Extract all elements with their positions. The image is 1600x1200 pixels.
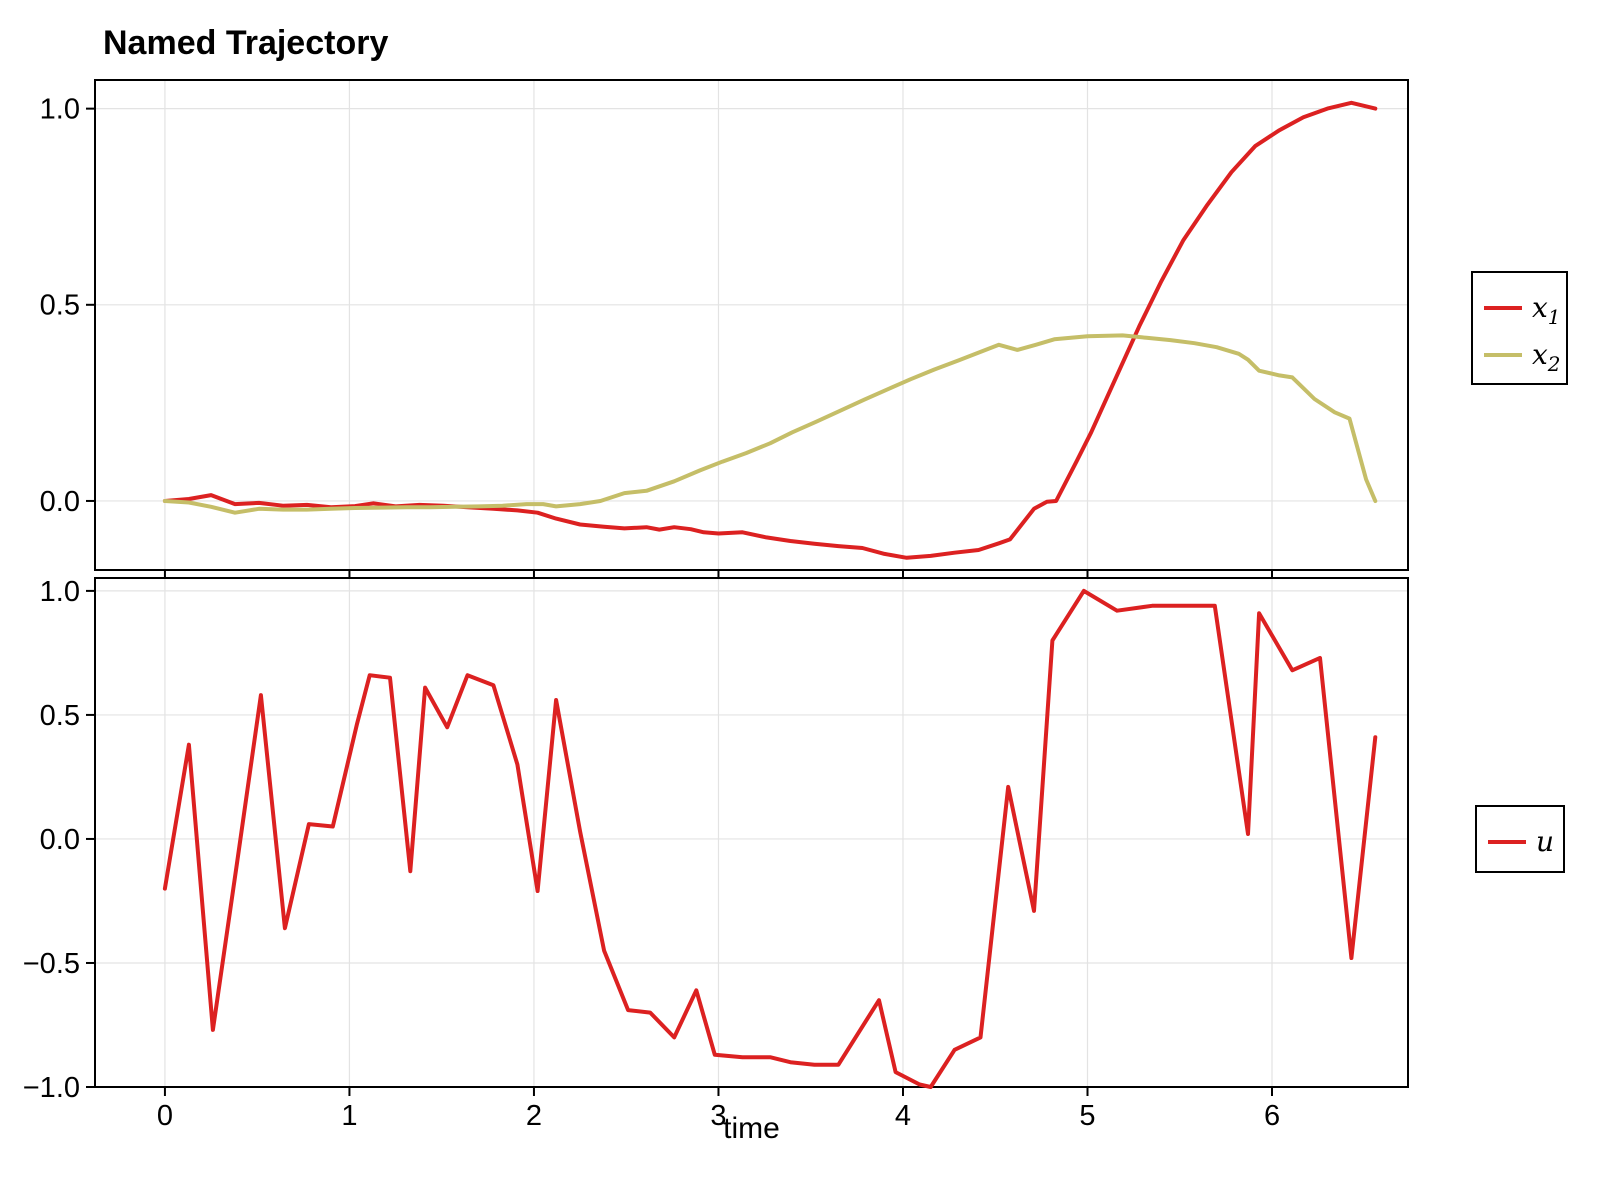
x-tick-label: 3: [710, 1100, 726, 1132]
panel-1-frame: [94, 577, 1409, 1088]
x-tick-label: 5: [1079, 1100, 1095, 1132]
panel-0-legend-box: [1471, 271, 1568, 385]
legend-label-x2: x2: [1532, 338, 1561, 376]
legend-label-u: u: [1536, 825, 1554, 858]
panel-1-legend-box: [1475, 805, 1565, 873]
y-tick-label: −0.5: [23, 948, 80, 980]
series-u-line: [162, 588, 1378, 1089]
x-tick-label: 2: [526, 1100, 542, 1132]
y-tick-label: 0.0: [40, 486, 80, 518]
y-tick-label: 1.0: [40, 93, 80, 125]
y-tick-label: 0.5: [40, 290, 80, 322]
y-tick-label: −1.0: [23, 1072, 80, 1104]
x-axis-label: time: [723, 1112, 780, 1145]
panel-0-frame: [94, 79, 1409, 571]
x-tick-label: 1: [341, 1100, 357, 1132]
legend-label-x1: x1: [1532, 291, 1561, 329]
y-tick-label: 0.5: [40, 700, 80, 732]
y-tick-label: 1.0: [40, 576, 80, 608]
series-x2-line: [162, 333, 1378, 515]
x-tick-label: 0: [157, 1100, 173, 1132]
y-tick-label: 0.0: [40, 824, 80, 856]
x-tick-label: 6: [1264, 1100, 1280, 1132]
plot-title: Named Trajectory: [103, 24, 389, 62]
series-x1-line: [162, 100, 1378, 560]
x-tick-label: 4: [895, 1100, 911, 1132]
